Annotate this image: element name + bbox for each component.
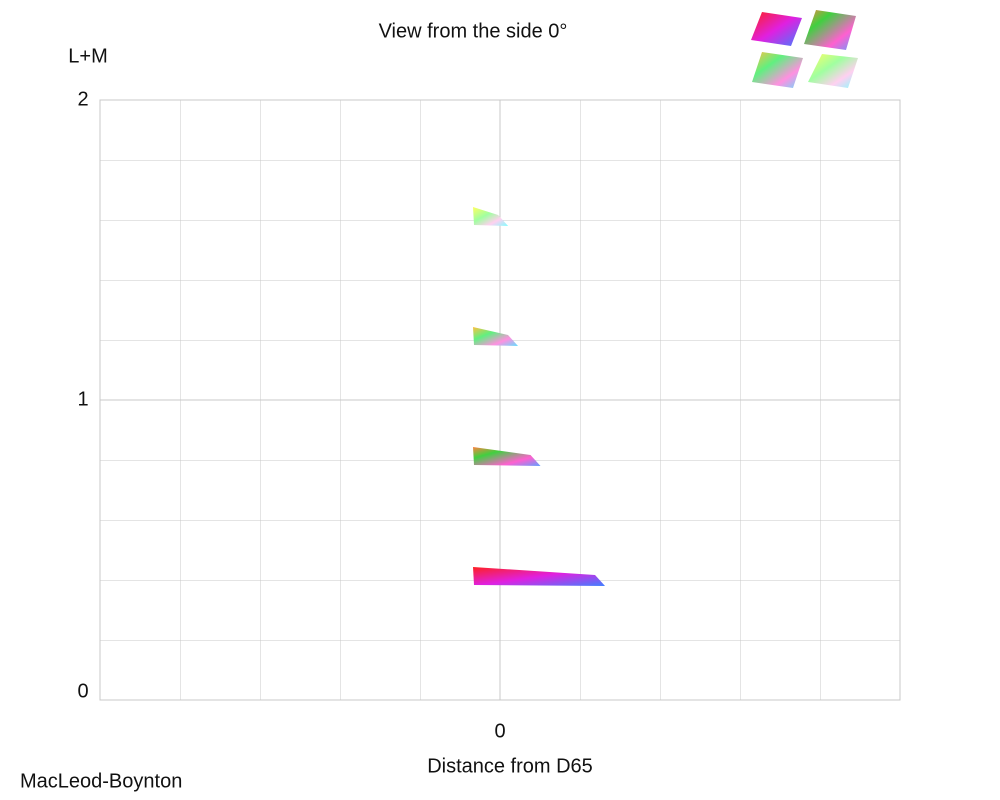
y-tick-label: 0 xyxy=(77,680,88,702)
slice xyxy=(473,207,509,226)
y-tick-label: 1 xyxy=(77,388,88,410)
slice xyxy=(473,447,541,466)
slice xyxy=(473,567,606,586)
y-tick-label: 2 xyxy=(77,88,88,110)
x-axis-label: Distance from D65 xyxy=(427,755,593,777)
footer-label: MacLeod-Boynton xyxy=(20,770,182,792)
y-axis-label: L+M xyxy=(68,45,107,67)
slice xyxy=(473,327,519,346)
orientation-thumbnails xyxy=(751,10,858,88)
chart-title: View from the side 0° xyxy=(379,20,568,42)
x-tick-label: 0 xyxy=(494,720,505,742)
